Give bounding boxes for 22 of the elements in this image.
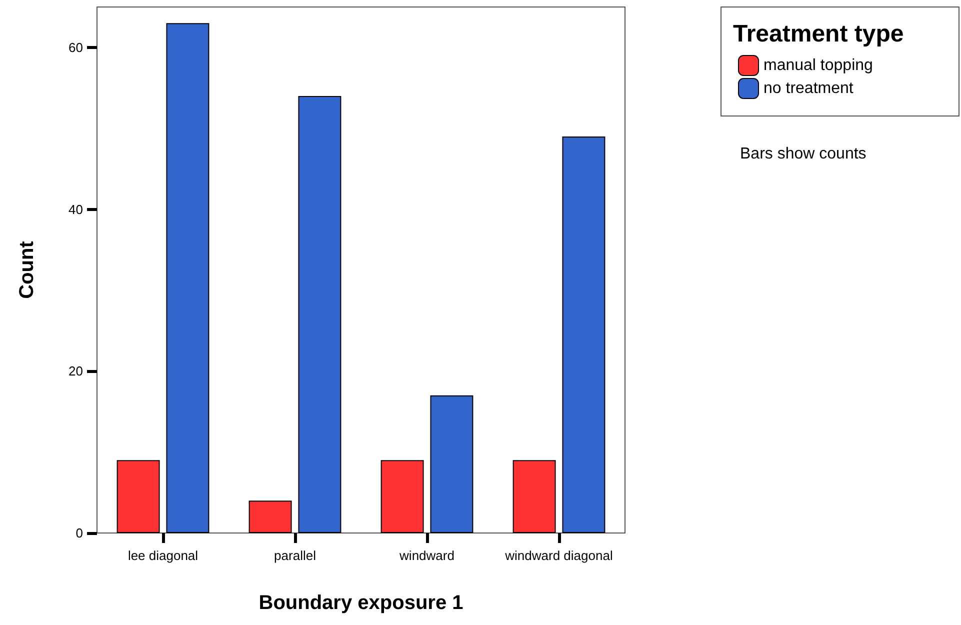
bar <box>116 460 160 533</box>
y-tick-label: 0 <box>76 526 83 540</box>
y-tick-label: 40 <box>68 202 83 217</box>
bar <box>512 460 556 533</box>
bar <box>380 460 424 533</box>
x-axis-title: Boundary exposure 1 <box>258 592 464 614</box>
x-tick-label: parallel <box>274 548 316 563</box>
legend-label: manual topping <box>764 57 873 74</box>
legend-label: no treatment <box>764 80 854 97</box>
y-tick-label: 20 <box>68 364 83 379</box>
bar <box>562 136 606 533</box>
bar <box>430 395 474 533</box>
y-axis-title: Count <box>16 240 38 299</box>
y-tick-label: 60 <box>68 40 83 55</box>
x-tick-label: windward diagonal <box>504 548 613 563</box>
bar <box>248 500 292 533</box>
bar <box>166 23 210 533</box>
x-tick-label: windward <box>398 548 454 563</box>
text: Bars show counts <box>740 146 866 162</box>
legend-title: Treatment type <box>733 20 904 48</box>
bar <box>298 96 342 533</box>
x-tick-label: lee diagonal <box>128 548 198 563</box>
